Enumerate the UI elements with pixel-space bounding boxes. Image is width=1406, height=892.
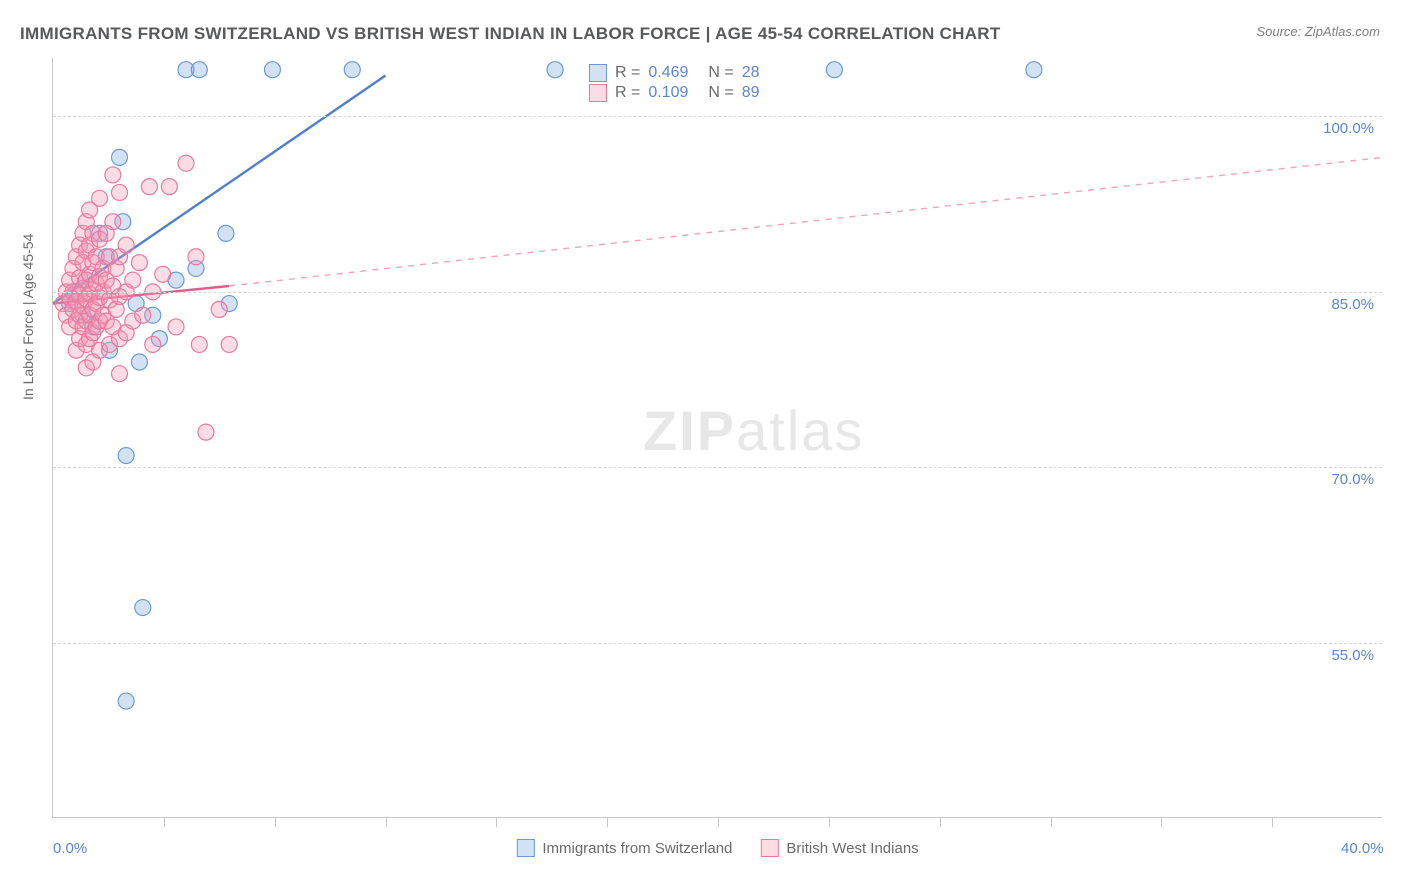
data-point-bwi: [112, 366, 128, 382]
x-tick-label: 0.0%: [53, 840, 87, 857]
x-tick: [940, 817, 941, 827]
data-point-swiss: [547, 62, 563, 78]
legend-r-value-bwi: 0.109: [648, 84, 688, 102]
chart-plot-area: R = 0.469 N = 28 R = 0.109 N = 89 ZIPatl…: [52, 58, 1382, 818]
x-tick: [496, 817, 497, 827]
y-tick-label: 85.0%: [1331, 296, 1374, 313]
x-tick: [829, 817, 830, 827]
scatter-svg: [53, 58, 1382, 817]
source-attribution: Source: ZipAtlas.com: [1256, 24, 1380, 39]
legend-swatch-swiss-bottom: [516, 839, 534, 857]
data-point-swiss: [135, 600, 151, 616]
data-point-bwi: [168, 319, 184, 335]
x-tick: [275, 817, 276, 827]
legend-label-bwi: British West Indians: [786, 840, 918, 857]
source-label: Source:: [1256, 24, 1304, 39]
data-point-bwi: [198, 424, 214, 440]
x-tick: [1161, 817, 1162, 827]
data-point-swiss: [118, 693, 134, 709]
data-point-bwi: [135, 307, 151, 323]
data-point-bwi: [221, 336, 237, 352]
data-point-swiss: [1026, 62, 1042, 78]
data-point-bwi: [145, 336, 161, 352]
legend-row-bwi: R = 0.109 N = 89: [589, 84, 760, 102]
data-point-bwi: [105, 214, 121, 230]
regression-extrapolation-bwi: [229, 157, 1383, 286]
x-tick: [1051, 817, 1052, 827]
x-tick: [164, 817, 165, 827]
data-point-swiss: [131, 354, 147, 370]
data-point-bwi: [191, 336, 207, 352]
legend-label-swiss: Immigrants from Switzerland: [542, 840, 732, 857]
y-axis-label: In Labor Force | Age 45-54: [20, 234, 36, 400]
data-point-swiss: [826, 62, 842, 78]
data-point-bwi: [211, 301, 227, 317]
y-tick-label: 55.0%: [1331, 647, 1374, 664]
data-point-bwi: [188, 249, 204, 265]
data-point-swiss: [112, 149, 128, 165]
data-point-bwi: [161, 179, 177, 195]
data-point-bwi: [118, 237, 134, 253]
x-tick-label: 40.0%: [1341, 840, 1384, 857]
data-point-swiss: [191, 62, 207, 78]
chart-title: IMMIGRANTS FROM SWITZERLAND VS BRITISH W…: [20, 24, 1001, 44]
data-point-bwi: [105, 167, 121, 183]
legend-n-label: N =: [708, 84, 733, 102]
data-point-swiss: [344, 62, 360, 78]
legend-item-bwi: British West Indians: [760, 839, 918, 857]
y-tick-label: 70.0%: [1331, 471, 1374, 488]
data-point-bwi: [141, 179, 157, 195]
legend-swatch-bwi: [589, 84, 607, 102]
x-tick: [386, 817, 387, 827]
legend-swatch-swiss: [589, 64, 607, 82]
gridline-horizontal: [53, 467, 1382, 468]
data-point-swiss: [118, 448, 134, 464]
legend-r-label: R =: [615, 84, 640, 102]
legend-correlation-box: R = 0.469 N = 28 R = 0.109 N = 89: [589, 64, 760, 102]
source-value: ZipAtlas.com: [1305, 24, 1380, 39]
gridline-horizontal: [53, 643, 1382, 644]
y-tick-label: 100.0%: [1323, 120, 1374, 137]
x-tick: [1272, 817, 1273, 827]
gridline-horizontal: [53, 292, 1382, 293]
data-point-bwi: [125, 272, 141, 288]
legend-series-box: Immigrants from Switzerland British West…: [516, 839, 918, 857]
data-point-bwi: [92, 190, 108, 206]
legend-item-swiss: Immigrants from Switzerland: [516, 839, 732, 857]
gridline-horizontal: [53, 116, 1382, 117]
legend-row-swiss: R = 0.469 N = 28: [589, 64, 760, 82]
legend-r-value-swiss: 0.469: [648, 64, 688, 82]
legend-n-value-swiss: 28: [742, 64, 760, 82]
legend-swatch-bwi-bottom: [760, 839, 778, 857]
data-point-swiss: [218, 225, 234, 241]
data-point-bwi: [112, 184, 128, 200]
legend-n-label: N =: [708, 64, 733, 82]
x-tick: [718, 817, 719, 827]
data-point-bwi: [155, 266, 171, 282]
data-point-bwi: [131, 255, 147, 271]
legend-n-value-bwi: 89: [742, 84, 760, 102]
legend-r-label: R =: [615, 64, 640, 82]
data-point-swiss: [264, 62, 280, 78]
data-point-bwi: [178, 155, 194, 171]
x-tick: [607, 817, 608, 827]
